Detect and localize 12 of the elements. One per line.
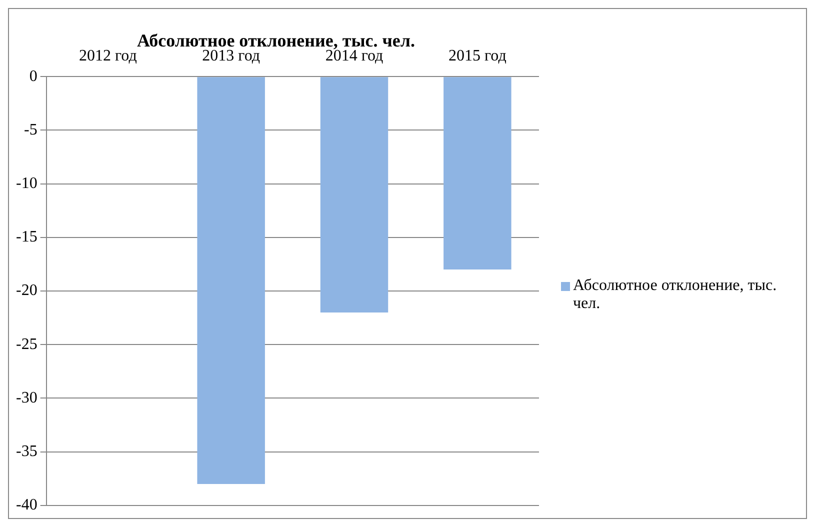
y-tick-label: -15 [16,228,38,246]
y-tick-label: -35 [16,443,38,460]
y-tick-label: -5 [24,121,38,138]
x-tick-label: 2012 год [78,47,137,64]
y-tick-label: -30 [16,389,38,406]
y-tick-label: -10 [16,175,38,192]
y-tick-label: -20 [16,282,38,300]
x-tick-label: 2015 год [448,47,506,64]
y-tick-label: 0 [29,68,38,85]
legend-label: Абсолютное отклонение, тыс. чел. [573,277,778,313]
y-tick-label: -40 [16,496,38,514]
y-tick-label: -25 [16,336,38,353]
